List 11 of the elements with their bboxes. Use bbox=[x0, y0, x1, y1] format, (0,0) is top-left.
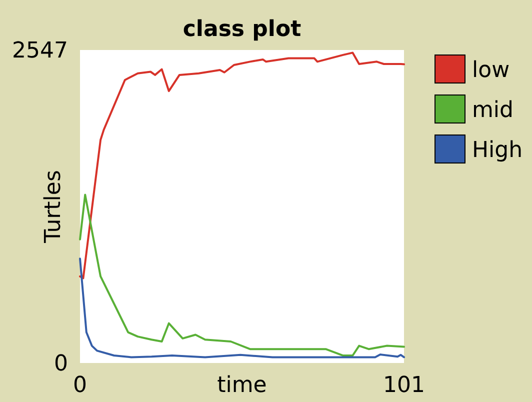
x-axis-title: time bbox=[217, 373, 267, 398]
legend-label: High bbox=[472, 138, 523, 163]
x-tick-label: 101 bbox=[383, 373, 425, 398]
y-axis-title: Turtles bbox=[41, 170, 66, 244]
legend-label: mid bbox=[472, 98, 514, 123]
legend-label: low bbox=[472, 58, 510, 83]
y-tick-label: 2547 bbox=[12, 38, 68, 64]
line-series bbox=[79, 194, 405, 357]
chart-title: class plot bbox=[182, 17, 302, 42]
line-series bbox=[79, 258, 405, 358]
line-series bbox=[79, 52, 405, 280]
